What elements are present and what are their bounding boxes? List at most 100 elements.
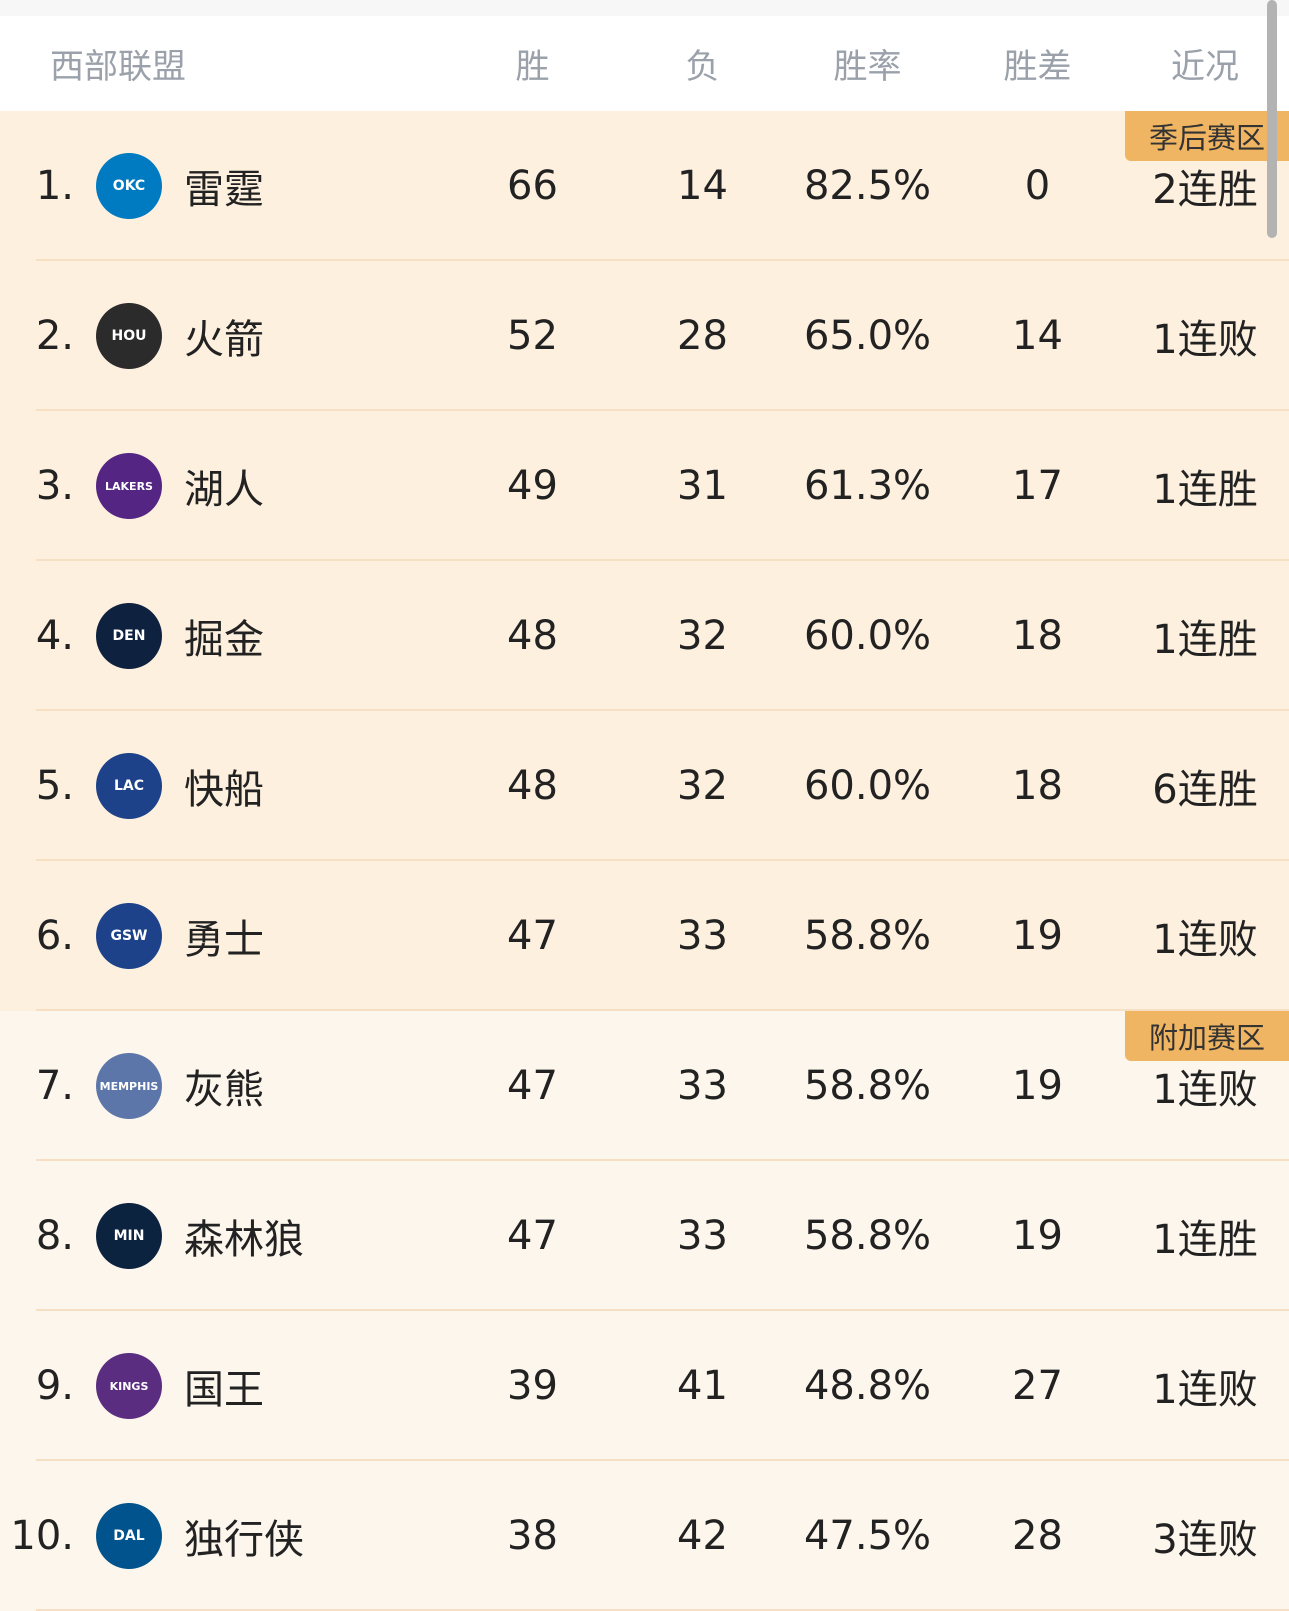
playin-zone-badge: 附加赛区 <box>1124 1011 1289 1061</box>
team-name[interactable]: 勇士 <box>184 917 264 963</box>
wins: 47 <box>507 1213 558 1259</box>
win-pct: 82.5% <box>803 163 932 209</box>
losses: 33 <box>677 1213 728 1259</box>
table-row[interactable]: 5. LAC 快船 48 32 60.0% 18 6连胜 <box>0 711 1289 861</box>
win-pct: 58.8% <box>803 913 932 959</box>
win-pct: 58.8% <box>803 1063 932 1109</box>
wins: 38 <box>507 1513 558 1559</box>
team-name[interactable]: 火箭 <box>184 317 264 363</box>
losses: 33 <box>677 913 728 959</box>
streak: 2连胜 <box>1152 167 1258 213</box>
rank: 5. <box>35 763 74 809</box>
losses: 32 <box>677 763 728 809</box>
team-name[interactable]: 国王 <box>184 1367 264 1413</box>
wins-header[interactable]: 胜 <box>515 47 550 87</box>
games-behind: 18 <box>1012 613 1063 659</box>
table-row[interactable]: 4. DEN 掘金 48 32 60.0% 18 1连胜 <box>0 561 1289 711</box>
streak: 6连胜 <box>1152 767 1258 813</box>
rank: 2. <box>35 313 74 359</box>
rank: 6. <box>35 913 74 959</box>
games-behind: 18 <box>1012 763 1063 809</box>
team-name[interactable]: 雷霆 <box>184 167 264 213</box>
playoff-zone-badge: 季后赛区 <box>1124 111 1289 161</box>
team-logo-icon: KINGS <box>96 1353 162 1419</box>
streak: 1连败 <box>1152 317 1258 363</box>
streak: 1连败 <box>1152 1067 1258 1113</box>
rank: 7. <box>35 1063 74 1109</box>
wins: 52 <box>507 313 558 359</box>
losses-header[interactable]: 负 <box>685 47 720 87</box>
table-row[interactable]: 季后赛区 1. OKC 雷霆 66 14 82.5% 0 2连胜 <box>0 111 1289 261</box>
streak: 1连胜 <box>1152 467 1258 513</box>
rank: 9. <box>35 1363 74 1409</box>
losses: 32 <box>677 613 728 659</box>
scrollbar[interactable] <box>1267 0 1277 238</box>
table-row[interactable]: 2. HOU 火箭 52 28 65.0% 14 1连败 <box>0 261 1289 411</box>
team-logo-icon: MEMPHIS <box>96 1053 162 1119</box>
wins: 47 <box>507 913 558 959</box>
team-name[interactable]: 灰熊 <box>184 1067 264 1113</box>
win-pct: 61.3% <box>803 463 932 509</box>
team-logo-icon: OKC <box>96 153 162 219</box>
win-pct: 60.0% <box>803 763 932 809</box>
pct-header[interactable]: 胜率 <box>833 47 902 87</box>
losses: 33 <box>677 1063 728 1109</box>
team-logo-icon: LAC <box>96 753 162 819</box>
wins: 47 <box>507 1063 558 1109</box>
rank: 1. <box>35 163 74 209</box>
games-behind: 19 <box>1012 1213 1063 1259</box>
wins: 48 <box>507 763 558 809</box>
table-row[interactable]: 10. DAL 独行侠 38 42 47.5% 28 3连败 <box>0 1461 1289 1611</box>
games-behind: 27 <box>1012 1363 1063 1409</box>
streak: 3连败 <box>1152 1517 1258 1563</box>
streak: 1连胜 <box>1152 1217 1258 1263</box>
win-pct: 60.0% <box>803 613 932 659</box>
streak: 1连胜 <box>1152 617 1258 663</box>
games-behind: 19 <box>1012 913 1063 959</box>
losses: 42 <box>677 1513 728 1559</box>
games-behind: 14 <box>1012 313 1063 359</box>
team-name[interactable]: 快船 <box>184 767 264 813</box>
team-logo-icon: DEN <box>96 603 162 669</box>
table-row[interactable]: 附加赛区 7. MEMPHIS 灰熊 47 33 58.8% 19 1连败 <box>0 1011 1289 1161</box>
losses: 14 <box>677 163 728 209</box>
games-behind: 0 <box>1024 163 1051 209</box>
team-logo-icon: HOU <box>96 303 162 369</box>
games-behind: 17 <box>1012 463 1063 509</box>
losses: 41 <box>677 1363 728 1409</box>
team-logo-icon: GSW <box>96 903 162 969</box>
rank: 8. <box>35 1213 74 1259</box>
team-name[interactable]: 森林狼 <box>184 1217 304 1263</box>
team-name[interactable]: 独行侠 <box>184 1517 304 1563</box>
standings-list: 季后赛区 1. OKC 雷霆 66 14 82.5% 0 2连胜 2. HOU 火箭… <box>0 111 1289 1611</box>
streak-header[interactable]: 近况 <box>1171 47 1239 87</box>
rank: 3. <box>35 463 74 509</box>
table-row[interactable]: 6. GSW 勇士 47 33 58.8% 19 1连败 <box>0 861 1289 1011</box>
rank: 4. <box>35 613 74 659</box>
team-logo-icon: MIN <box>96 1203 162 1269</box>
team-name[interactable]: 掘金 <box>184 617 264 663</box>
table-header: 西部联盟 胜 负 胜率 胜差 近况 <box>0 16 1289 111</box>
gb-header[interactable]: 胜差 <box>1003 47 1072 87</box>
win-pct: 65.0% <box>803 313 932 359</box>
wins: 48 <box>507 613 558 659</box>
games-behind: 28 <box>1012 1513 1063 1559</box>
games-behind: 19 <box>1012 1063 1063 1109</box>
conference-header: 西部联盟 <box>50 47 186 87</box>
losses: 28 <box>677 313 728 359</box>
win-pct: 58.8% <box>803 1213 932 1259</box>
table-row[interactable]: 9. KINGS 国王 39 41 48.8% 27 1连败 <box>0 1311 1289 1461</box>
table-row[interactable]: 8. MIN 森林狼 47 33 58.8% 19 1连胜 <box>0 1161 1289 1311</box>
team-name[interactable]: 湖人 <box>184 467 264 513</box>
win-pct: 48.8% <box>803 1363 932 1409</box>
wins: 49 <box>507 463 558 509</box>
win-pct: 47.5% <box>803 1513 932 1559</box>
streak: 1连败 <box>1152 1367 1258 1413</box>
streak: 1连败 <box>1152 917 1258 963</box>
wins: 39 <box>507 1363 558 1409</box>
rank: 10. <box>10 1513 74 1559</box>
wins: 66 <box>507 163 558 209</box>
table-row[interactable]: 3. LAKERS 湖人 49 31 61.3% 17 1连胜 <box>0 411 1289 561</box>
team-logo-icon: DAL <box>96 1503 162 1569</box>
top-bar <box>0 0 1289 16</box>
